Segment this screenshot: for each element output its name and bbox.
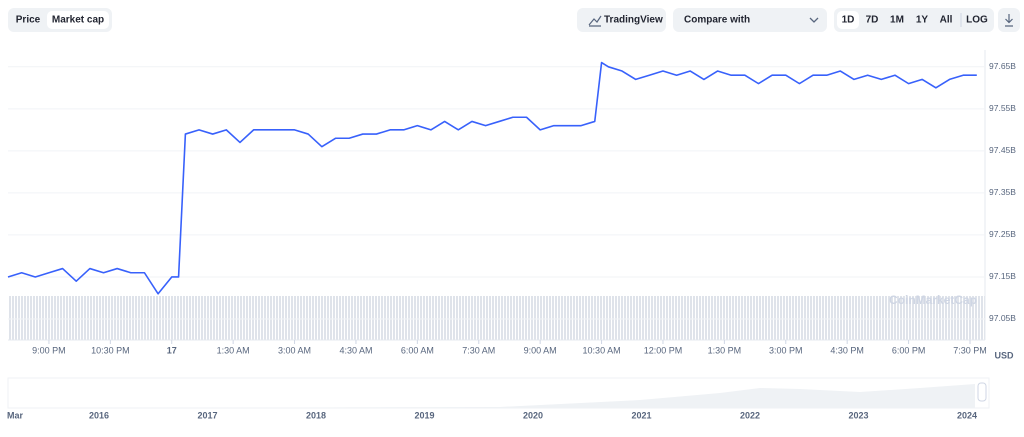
navigator-area xyxy=(8,384,975,408)
y-tick-label: 97.35B xyxy=(989,187,1016,197)
market-cap-button[interactable]: Market cap xyxy=(52,15,104,26)
y-tick-label: 97.15B xyxy=(989,271,1016,281)
price-button[interactable]: Price xyxy=(16,15,41,26)
compare-box xyxy=(673,8,827,32)
x-tick-label: 6:00 PM xyxy=(892,345,926,355)
navigator-label: 2016 xyxy=(89,410,109,420)
navigator-label: 2024 xyxy=(957,410,977,420)
y-tick-label: 97.65B xyxy=(989,61,1016,71)
x-tick-label: 6:00 AM xyxy=(401,345,434,355)
x-tick-label: 7:30 PM xyxy=(953,345,987,355)
x-tick-label: 4:30 AM xyxy=(339,345,372,355)
navigator-label: 2022 xyxy=(740,410,760,420)
watermark: CoinMarketCap xyxy=(889,293,977,307)
active-range xyxy=(837,11,859,29)
x-tick-label: 1:30 AM xyxy=(217,345,250,355)
range-box xyxy=(834,8,994,32)
chevron xyxy=(809,17,819,23)
download-icon[interactable] xyxy=(1005,14,1013,27)
x-tick-label: 7:30 AM xyxy=(462,345,495,355)
x-tick-label: 9:00 PM xyxy=(32,345,66,355)
range-button[interactable]: 7D xyxy=(866,15,879,26)
range-button[interactable]: 1Y xyxy=(916,15,929,26)
compare-select[interactable]: Compare with xyxy=(684,15,750,26)
x-tick-label: 10:30 AM xyxy=(583,345,621,355)
navigator-label: 2023 xyxy=(848,410,868,420)
x-tick-label: 10:30 PM xyxy=(91,345,130,355)
navigator-label: 2020 xyxy=(523,410,543,420)
currency-label: USD xyxy=(994,350,1014,360)
y-tick-label: 97.55B xyxy=(989,103,1016,113)
tradingview-icon xyxy=(588,15,602,27)
navigator-label: 2017 xyxy=(197,410,217,420)
range-button[interactable]: 1D xyxy=(842,15,855,26)
log-button[interactable]: LOG xyxy=(966,15,988,26)
x-tick-label: 12:00 PM xyxy=(644,345,683,355)
navigator-label: 2018 xyxy=(306,410,326,420)
navigator-label: Mar xyxy=(7,410,24,420)
range-button[interactable]: 1M xyxy=(890,15,904,26)
y-tick-label: 97.25B xyxy=(989,229,1016,239)
y-tick-label: 97.05B xyxy=(989,313,1016,323)
price-line xyxy=(7,61,977,295)
x-tick-label: 9:00 AM xyxy=(524,345,557,355)
active-toggle xyxy=(47,11,109,29)
volume-bars xyxy=(8,296,985,340)
x-tick-label: 4:30 PM xyxy=(830,345,864,355)
x-tick-label: 17 xyxy=(167,345,177,355)
navigator-label: 2021 xyxy=(631,410,651,420)
y-tick-label: 97.45B xyxy=(989,145,1016,155)
navigator-label: 2019 xyxy=(414,410,434,420)
navigator-handle[interactable] xyxy=(977,382,987,402)
x-tick-label: 3:00 PM xyxy=(769,345,803,355)
tradingview-button[interactable]: TradingView xyxy=(604,15,663,26)
range-button[interactable]: All xyxy=(940,15,953,26)
x-tick-label: 3:00 AM xyxy=(278,345,311,355)
x-tick-label: 1:30 PM xyxy=(708,345,742,355)
